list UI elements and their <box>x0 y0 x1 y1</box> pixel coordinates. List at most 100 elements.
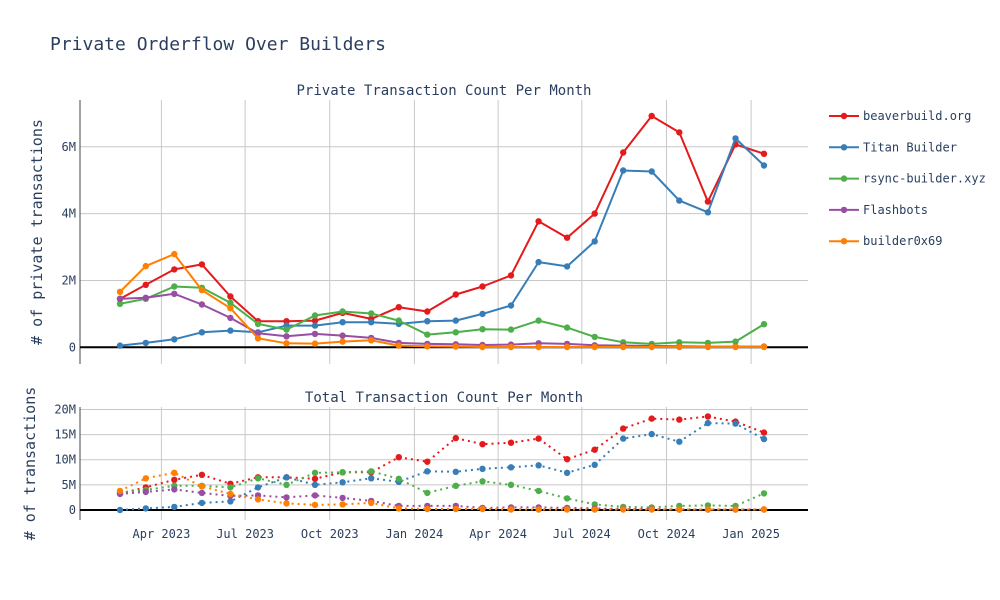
private-point-flashbots <box>254 330 262 337</box>
private-point-rsync-builder-xyz <box>563 324 571 331</box>
total-point-beaverbuild-org <box>591 446 598 453</box>
legend: beaverbuild.org Titan Builder rsync-builde… <box>829 109 986 248</box>
private-point-builder0x69 <box>648 343 655 351</box>
private-point-titan-builder <box>424 318 431 325</box>
private-line-beaverbuild-org <box>119 115 765 323</box>
total-tx-chart: 0 5M 10M 15M 20M Total Transaction Count Per … <box>21 387 808 541</box>
private-point-flashbots <box>339 332 346 339</box>
private-point-rsync-builder-xyz <box>171 283 178 290</box>
total-point-flashbots <box>339 494 346 502</box>
private-point-builder0x69 <box>479 343 486 351</box>
private-point-builder0x69 <box>563 343 571 351</box>
private-point-rsync-builder-xyz <box>311 312 319 319</box>
total-point-rsync-builder-xyz <box>760 490 768 497</box>
legend-marker-beaverbuild-org <box>840 112 848 120</box>
total-line-builder0x69 <box>119 471 764 511</box>
private-point-rsync-builder-xyz <box>368 310 375 317</box>
total-ytick-label: 5M <box>62 478 76 492</box>
private-point-builder0x69 <box>535 343 542 351</box>
private-point-beaverbuild-org <box>676 129 683 136</box>
total-xtick-label: Jul 2024 <box>553 527 611 541</box>
private-ytick-label: 2M <box>62 273 76 287</box>
total-point-builder0x69 <box>591 506 598 513</box>
private-point-builder0x69 <box>424 343 431 350</box>
total-point-titan-builder <box>732 420 739 427</box>
total-point-beaverbuild-org <box>704 413 712 420</box>
total-line-flashbots <box>119 488 764 511</box>
private-point-builder0x69 <box>283 340 290 347</box>
private-point-flashbots <box>116 295 124 302</box>
total-point-builder0x69 <box>254 496 262 503</box>
total-subplot-title: Total Transaction Count Per Month <box>305 390 583 406</box>
total-point-builder0x69 <box>620 506 627 513</box>
total-point-beaverbuild-org <box>424 458 431 465</box>
total-point-titan-builder <box>535 462 542 469</box>
private-point-flashbots <box>198 301 206 308</box>
private-point-builder0x69 <box>760 343 768 351</box>
private-point-titan-builder <box>171 336 178 343</box>
total-point-rsync-builder-xyz <box>254 475 262 482</box>
private-point-rsync-builder-xyz <box>339 308 346 315</box>
private-point-titan-builder <box>535 258 542 266</box>
total-point-rsync-builder-xyz <box>507 481 515 488</box>
total-xtick-label: Jan 2025 <box>722 527 780 541</box>
private-point-titan-builder <box>452 317 459 324</box>
total-point-beaverbuild-org <box>171 476 178 483</box>
total-xtick-label: Oct 2023 <box>301 527 359 541</box>
private-point-builder0x69 <box>395 342 402 349</box>
total-point-builder0x69 <box>171 469 178 476</box>
private-point-titan-builder <box>227 327 234 334</box>
private-point-builder0x69 <box>171 250 178 258</box>
total-point-beaverbuild-org <box>507 439 515 446</box>
private-ytick-label: 0 <box>69 340 76 354</box>
total-point-beaverbuild-org <box>479 441 486 448</box>
legend-label-beaverbuild-org: beaverbuild.org <box>863 109 971 123</box>
private-point-titan-builder <box>479 310 486 318</box>
total-ytick-label: 15M <box>54 428 76 442</box>
total-xtick-label: Apr 2024 <box>469 527 527 541</box>
private-point-beaverbuild-org <box>452 291 459 298</box>
private-point-titan-builder <box>591 238 598 245</box>
private-point-beaverbuild-org <box>507 272 515 279</box>
private-point-titan-builder <box>368 319 375 326</box>
total-point-titan-builder <box>452 468 459 475</box>
private-point-titan-builder <box>676 197 683 204</box>
total-point-rsync-builder-xyz <box>452 482 459 489</box>
total-point-rsync-builder-xyz <box>283 481 290 488</box>
total-point-flashbots <box>311 492 319 499</box>
private-point-beaverbuild-org <box>479 283 486 290</box>
private-ytick-label: 4M <box>62 207 76 221</box>
private-point-titan-builder <box>116 342 124 349</box>
total-point-builder0x69 <box>563 506 571 513</box>
private-line-rsync-builder-xyz <box>119 285 765 345</box>
private-point-titan-builder <box>620 167 627 174</box>
total-ytick-label: 20M <box>54 403 76 417</box>
total-line-beaverbuild-org <box>119 415 765 495</box>
private-point-flashbots <box>311 330 319 338</box>
private-point-flashbots <box>227 314 234 322</box>
total-point-titan-builder <box>227 498 234 505</box>
private-point-builder0x69 <box>198 286 206 294</box>
total-point-titan-builder <box>198 499 206 507</box>
total-xtick-label: Jul 2023 <box>216 527 274 541</box>
private-point-titan-builder <box>198 329 206 336</box>
total-point-rsync-builder-xyz <box>563 495 571 502</box>
total-point-rsync-builder-xyz <box>368 468 375 475</box>
private-point-rsync-builder-xyz <box>424 331 431 338</box>
private-point-builder0x69 <box>732 343 739 351</box>
private-point-titan-builder <box>732 135 739 142</box>
total-point-beaverbuild-org <box>563 456 571 463</box>
legend-marker-builder0x69 <box>840 238 848 245</box>
private-ytick-label: 6M <box>62 140 76 154</box>
total-point-titan-builder <box>368 475 375 482</box>
private-point-rsync-builder-xyz <box>479 326 486 333</box>
total-point-rsync-builder-xyz <box>479 478 486 485</box>
total-point-titan-builder <box>142 505 149 512</box>
total-point-beaverbuild-org <box>535 435 542 442</box>
total-point-titan-builder <box>424 468 431 475</box>
private-point-rsync-builder-xyz <box>732 338 739 345</box>
private-point-beaverbuild-org <box>648 112 655 120</box>
private-point-flashbots <box>142 294 149 301</box>
total-point-titan-builder <box>339 479 346 486</box>
